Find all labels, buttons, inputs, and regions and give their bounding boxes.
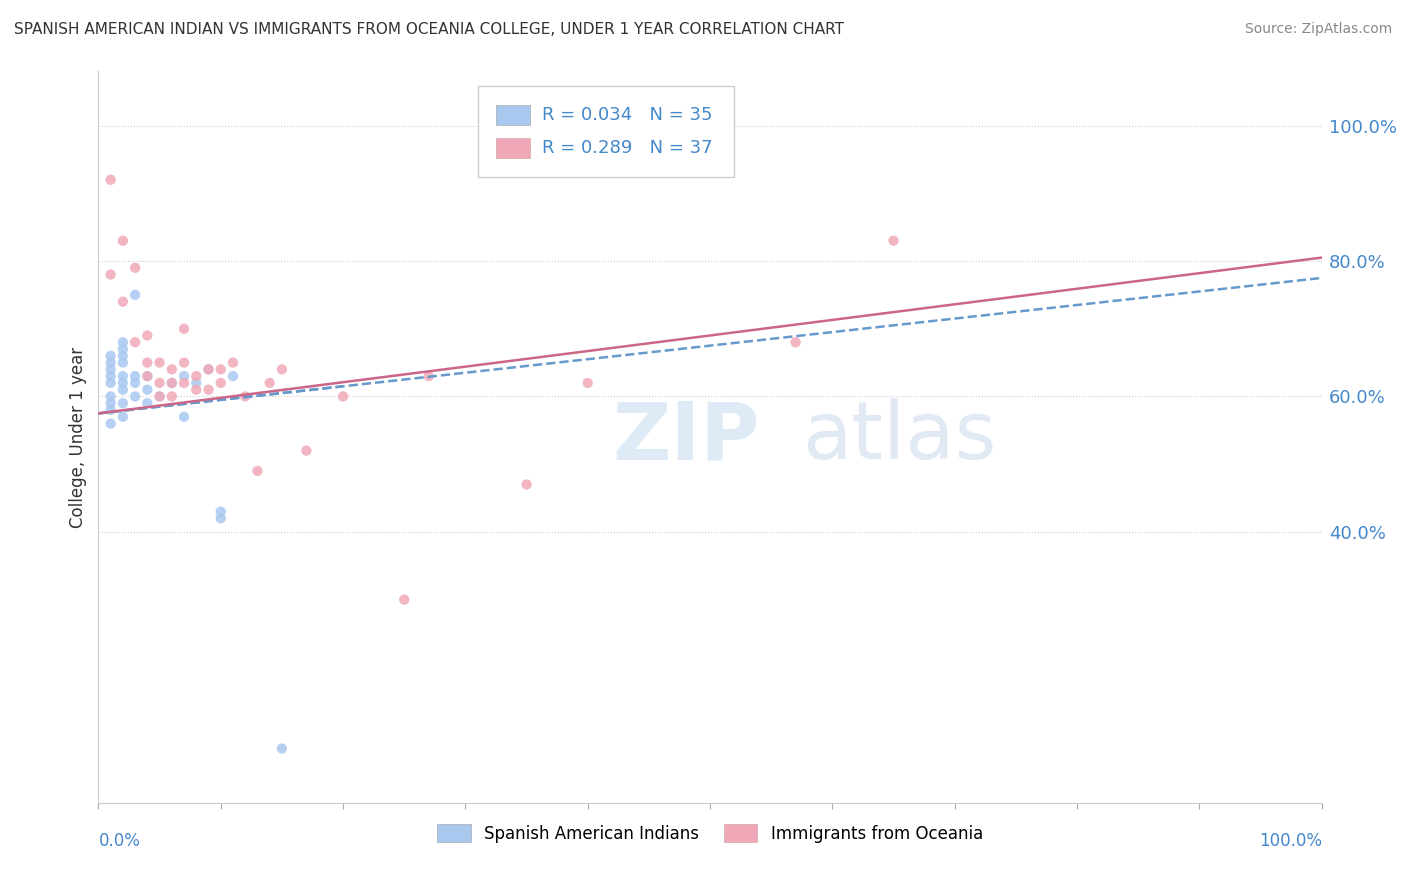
Point [136, 355, 159, 369]
Point [149, 389, 172, 403]
Point [186, 369, 208, 384]
Point [186, 383, 208, 397]
Point [111, 234, 134, 248]
Text: 0.0%: 0.0% [98, 832, 141, 850]
Point [197, 383, 219, 397]
Text: R = 0.289   N = 37: R = 0.289 N = 37 [543, 139, 713, 157]
Point [136, 369, 159, 384]
Point [173, 369, 195, 384]
Point [111, 355, 134, 369]
Point [100, 268, 122, 282]
Point [100, 376, 122, 390]
Point [136, 383, 159, 397]
Point [136, 328, 159, 343]
Point [100, 349, 122, 363]
Point [270, 362, 294, 376]
Point [173, 322, 195, 336]
Point [136, 396, 159, 410]
Point [209, 376, 232, 390]
Text: ZIP: ZIP [612, 398, 759, 476]
Point [270, 741, 294, 756]
Point [111, 335, 134, 350]
Point [418, 369, 440, 384]
Bar [496, 138, 530, 159]
Point [100, 369, 122, 384]
Point [186, 376, 208, 390]
Point [124, 288, 146, 302]
Point [209, 505, 232, 519]
Point [100, 172, 122, 186]
Point [149, 376, 172, 390]
Point [111, 294, 134, 309]
Point [197, 362, 219, 376]
Y-axis label: College, Under 1 year: College, Under 1 year [69, 346, 87, 528]
Point [259, 376, 281, 390]
Point [222, 355, 245, 369]
Point [111, 376, 134, 390]
Point [100, 389, 122, 403]
Point [149, 389, 172, 403]
Point [392, 592, 416, 607]
Point [111, 396, 134, 410]
Point [124, 389, 146, 403]
Point [160, 376, 183, 390]
Point [111, 383, 134, 397]
Text: R = 0.034   N = 35: R = 0.034 N = 35 [543, 106, 713, 124]
Point [173, 376, 195, 390]
Point [785, 335, 807, 350]
Point [160, 362, 183, 376]
Point [124, 335, 146, 350]
Text: SPANISH AMERICAN INDIAN VS IMMIGRANTS FROM OCEANIA COLLEGE, UNDER 1 YEAR CORRELA: SPANISH AMERICAN INDIAN VS IMMIGRANTS FR… [14, 22, 844, 37]
Point [100, 396, 122, 410]
Point [136, 369, 159, 384]
Point [173, 409, 195, 424]
Point [100, 403, 122, 417]
Point [209, 511, 232, 525]
Point [173, 355, 195, 369]
Point [332, 389, 354, 403]
Point [111, 369, 134, 384]
Point [209, 362, 232, 376]
Text: atlas: atlas [801, 398, 995, 476]
Point [111, 342, 134, 356]
Point [100, 417, 122, 431]
Point [515, 477, 537, 491]
Point [124, 376, 146, 390]
Legend: Spanish American Indians, Immigrants from Oceania: Spanish American Indians, Immigrants fro… [430, 818, 990, 849]
Text: 100.0%: 100.0% [1258, 832, 1322, 850]
Text: Source: ZipAtlas.com: Source: ZipAtlas.com [1244, 22, 1392, 37]
Point [160, 389, 183, 403]
Point [233, 389, 256, 403]
Point [111, 349, 134, 363]
Point [883, 234, 905, 248]
FancyBboxPatch shape [478, 86, 734, 178]
Bar [496, 105, 530, 126]
Point [100, 362, 122, 376]
Point [149, 355, 172, 369]
Point [222, 369, 245, 384]
Point [246, 464, 269, 478]
Point [100, 355, 122, 369]
Point [576, 376, 599, 390]
Point [111, 409, 134, 424]
Point [197, 362, 219, 376]
Point [124, 260, 146, 275]
Point [160, 376, 183, 390]
Point [124, 369, 146, 384]
Point [295, 443, 318, 458]
